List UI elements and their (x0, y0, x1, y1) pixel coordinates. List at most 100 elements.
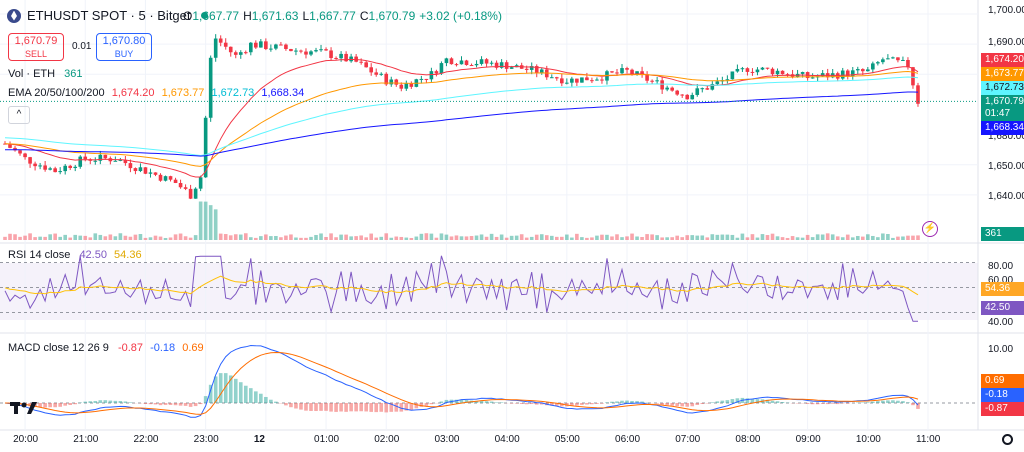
macd-hist-bar (28, 403, 32, 407)
volume-bar (449, 236, 454, 240)
candle-body (98, 154, 103, 161)
candle-body (153, 172, 158, 175)
macd-hist-bar (259, 393, 263, 403)
candle-body (359, 61, 363, 63)
macd-hist-bar (459, 399, 464, 403)
volume-bar (178, 233, 183, 240)
macd-hist-bar (218, 373, 223, 403)
macd-hist-bar (439, 401, 444, 403)
symbol-title[interactable]: ETHUSDT SPOT · 5 · Bitget (7, 8, 212, 23)
candle-body (871, 63, 875, 70)
rsi-legend[interactable]: RSI 14 close 42.50 54.36 (8, 249, 142, 261)
macd-hist-bar (489, 401, 494, 403)
candle-body (384, 73, 389, 85)
volume-bar (158, 236, 163, 240)
volume-bar (33, 237, 37, 240)
volume-bar (93, 233, 98, 240)
candle-body (499, 62, 504, 68)
candle-body (248, 42, 253, 53)
candle-body (38, 165, 42, 167)
macd-hist-bar (575, 403, 579, 406)
volume-bar (665, 237, 669, 240)
macd-hist-bar (83, 401, 88, 403)
volume-bar (269, 236, 273, 240)
volume-bar (675, 235, 680, 240)
rsi-ma-tag: 54.36 (981, 282, 1024, 296)
countdown-tag: 01:47 (981, 107, 1024, 121)
price-tick: 1,700.00 (988, 5, 1024, 16)
volume-bar (434, 237, 439, 240)
volume-bar (790, 236, 795, 240)
macd-hist-bar (570, 403, 574, 406)
macd-hist-bar (444, 399, 449, 403)
macd-hist-bar (93, 401, 98, 403)
volume-bar (750, 234, 755, 240)
volume-legend[interactable]: Vol · ETH 361 (8, 68, 83, 80)
volume-bar (680, 237, 685, 240)
chevron-up-icon[interactable]: ^ (8, 106, 30, 124)
macd-hist-bar (299, 403, 303, 410)
volume-bar (835, 236, 840, 240)
buy-button[interactable]: 1,670.80 BUY (96, 33, 152, 61)
candle-body (143, 167, 148, 174)
candle-body (600, 79, 604, 81)
macd-hist-bar (208, 384, 213, 403)
candle-body (269, 48, 273, 50)
rsi-tick: 80.00 (988, 261, 1014, 272)
candle-body (83, 156, 88, 160)
candle-body (469, 65, 474, 67)
macd-hist-bar (88, 401, 93, 403)
candle-body (93, 160, 98, 162)
candle-body (916, 85, 920, 104)
ema-legend[interactable]: EMA 20/50/100/200 1,674.20 1,673.77 1,67… (8, 87, 305, 99)
macd-hist-bar (720, 400, 725, 403)
candle-body (43, 165, 47, 170)
volume-bar (304, 237, 308, 240)
volume-bar (364, 237, 368, 240)
macd-hist-bar (409, 403, 414, 410)
candle-body (745, 68, 750, 72)
volume-bar (264, 234, 268, 240)
volume-bar (128, 236, 133, 240)
candle-body (685, 94, 690, 100)
macd-hist-bar (580, 403, 584, 405)
candle-body (394, 79, 399, 85)
candle-body (730, 71, 735, 80)
candle-body (484, 59, 489, 64)
macd-hist-bar (379, 403, 384, 412)
macd-hist-bar (640, 401, 644, 403)
macd-hist-bar (901, 401, 905, 403)
macd-hist-bar (394, 403, 399, 412)
lightning-icon[interactable]: ⚡ (922, 221, 938, 237)
candle-body (314, 50, 318, 52)
volume-bar (464, 236, 469, 240)
candle-body (78, 156, 83, 167)
candle-body (63, 165, 68, 172)
volume-bar (660, 237, 664, 240)
time-tick: 07:00 (675, 434, 701, 445)
sell-button[interactable]: 1,670.79 SELL (8, 33, 64, 61)
price-tick: 1,650.00 (988, 161, 1024, 172)
candle-body (565, 82, 569, 84)
settings-icon[interactable] (1002, 434, 1013, 445)
macd-hist-bar (424, 403, 429, 406)
candle-body (374, 72, 379, 75)
macd-hist-bar (233, 378, 238, 403)
macd-hist-bar (304, 403, 308, 411)
ema200-tag: 1,668.34 (981, 121, 1024, 135)
volume-bar (810, 237, 815, 240)
macd-hist-bar (695, 403, 700, 405)
volume-bar (474, 235, 479, 240)
candle-body (464, 60, 469, 66)
macd-legend[interactable]: MACD close 12 26 9 -0.87 -0.18 0.69 (8, 342, 204, 354)
volume-bar (911, 235, 915, 240)
candle-body (906, 59, 910, 68)
symbol-label[interactable]: ETHUSDT SPOT · 5 · Bitget (27, 8, 191, 23)
volume-bar (735, 237, 740, 240)
volume-bar (409, 237, 414, 240)
volume-tag: 361 (981, 227, 1024, 241)
volume-bar (620, 237, 624, 240)
volume-bar (68, 237, 73, 240)
volume-bar (785, 237, 790, 240)
